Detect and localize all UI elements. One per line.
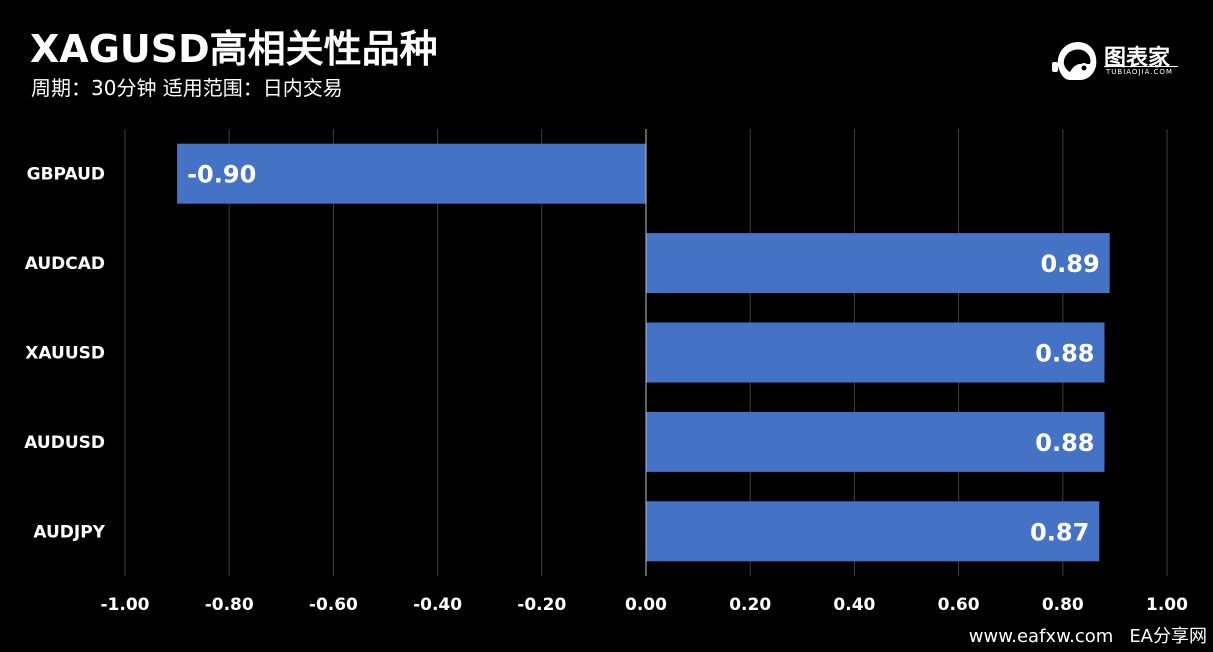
watermark: www.eafxw.com EA分享网	[953, 622, 1207, 648]
category-label: GBPAUD	[27, 165, 105, 185]
x-tick-label: 0.60	[938, 595, 980, 615]
x-tick-label: -0.20	[517, 595, 566, 615]
x-tick-label: 0.20	[729, 595, 771, 615]
x-tick-label: -0.60	[309, 595, 358, 615]
x-tick-label: -1.00	[101, 595, 150, 615]
data-label: 0.88	[1035, 340, 1094, 368]
x-tick-label: 0.80	[1042, 595, 1084, 615]
data-label: 0.88	[1035, 429, 1094, 457]
category-label: AUDJPY	[33, 522, 105, 542]
logo-divider	[1104, 66, 1178, 67]
watermark-name: EA分享网	[1129, 626, 1207, 647]
data-label: 0.89	[1040, 250, 1099, 278]
data-label: -0.90	[187, 161, 256, 189]
bar	[646, 501, 1100, 562]
x-tick-label: -0.40	[413, 595, 462, 615]
page-title: XAGUSD高相关性品种	[30, 27, 438, 71]
category-label: AUDCAD	[25, 254, 105, 274]
watermark-site: www.eafxw.com	[968, 626, 1114, 647]
category-label: AUDUSD	[24, 433, 105, 453]
brand-logo: 图表家 TUBIAOJIA.COM	[1050, 38, 1182, 84]
x-tick-label: 0.40	[833, 595, 875, 615]
x-tick-label: -0.80	[205, 595, 254, 615]
page-subtitle: 周期：30分钟 适用范围：日内交易	[31, 76, 343, 100]
bar	[646, 411, 1105, 472]
x-tick-label: 0.00	[625, 595, 667, 615]
x-tick-label: 1.00	[1146, 595, 1188, 615]
bar	[646, 233, 1110, 294]
robot-head-icon	[1052, 42, 1097, 80]
bar	[177, 143, 646, 204]
bar	[646, 322, 1105, 383]
category-label: XAUUSD	[25, 344, 105, 364]
logo-subtext: TUBIAOJIA.COM	[1106, 68, 1173, 76]
data-label: 0.87	[1030, 518, 1089, 546]
